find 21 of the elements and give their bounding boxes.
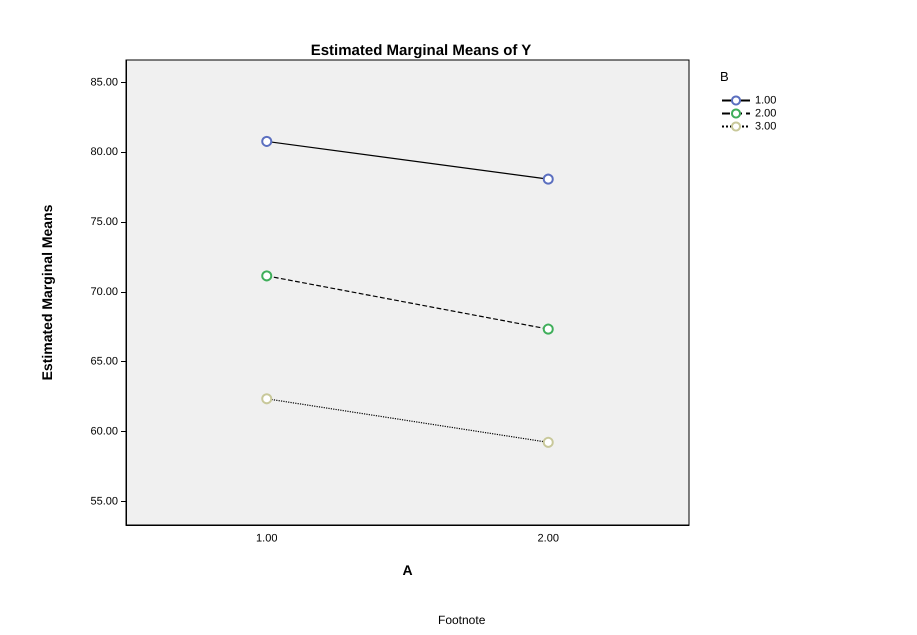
legend-label: 3.00 <box>755 120 776 132</box>
legend-label: 1.00 <box>755 94 776 106</box>
y-tick-label: 70.00 <box>90 286 118 298</box>
y-tick-label: 65.00 <box>90 356 118 368</box>
point <box>542 174 554 185</box>
point <box>261 136 272 147</box>
chart-title: Estimated Marginal Means of Y <box>310 42 532 59</box>
y-tick-label: 55.00 <box>90 495 118 508</box>
text: Footnote <box>438 613 486 627</box>
point <box>542 324 554 335</box>
y-tick-label: 75.00 <box>90 216 118 228</box>
y-axis-title: Estimated Marginal Means <box>39 204 55 380</box>
x-axis-title: A <box>402 562 413 578</box>
y-tick-label: 85.00 <box>90 76 118 88</box>
y-tick-label: 80.00 <box>90 146 118 158</box>
point <box>261 270 272 282</box>
y-tick-label: 60.00 <box>90 425 118 438</box>
point <box>261 393 272 404</box>
legend-label: 2.00 <box>755 108 776 120</box>
point <box>542 436 554 448</box>
legend-title: B <box>720 69 729 84</box>
